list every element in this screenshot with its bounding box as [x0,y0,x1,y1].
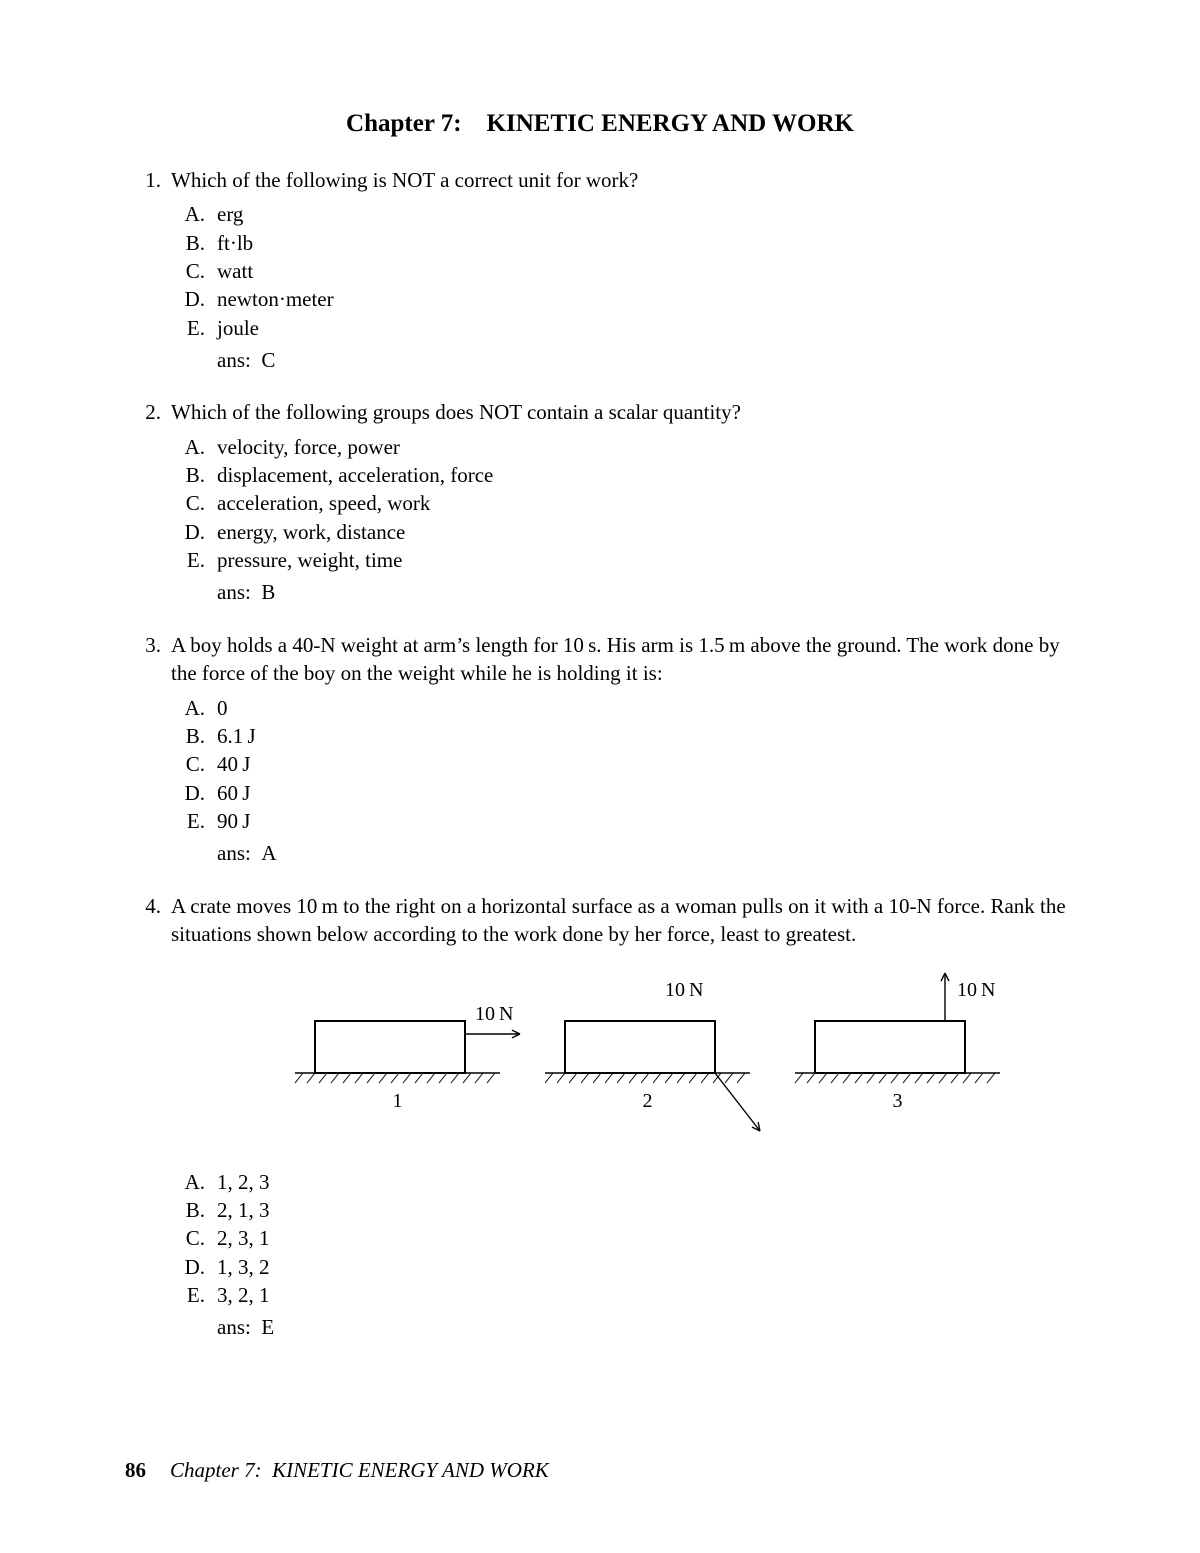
chapter-title: Chapter 7: KINETIC ENERGY AND WORK [125,110,1075,138]
svg-text:1: 1 [393,1090,403,1112]
option-A: A.1, 2, 3 [171,1168,1075,1196]
question-3: 3. A boy holds a 40-N weight at arm’s le… [125,631,1075,868]
option-D: D.1, 3, 2 [171,1253,1075,1281]
page-footer: 86 Chapter 7: KINETIC ENERGY AND WORK [125,1458,549,1483]
question-2: 2. Which of the following groups does NO… [125,398,1075,606]
footer-text: Chapter 7: KINETIC ENERGY AND WORK [170,1458,549,1482]
svg-text:10 N: 10 N [665,979,703,1001]
option-C: C.40 J [171,750,1075,778]
option-B: B.displacement, acceleration, force [171,461,1075,489]
options: A.1, 2, 3 B.2, 1, 3 C.2, 3, 1 D.1, 3, 2 … [171,1168,1075,1342]
option-A: A.erg [171,200,1075,228]
question-text: Which of the following is NOT a correct … [171,166,1075,194]
option-B: B.2, 1, 3 [171,1196,1075,1224]
question-text: Which of the following groups does NOT c… [171,398,1075,426]
question-number: 4. [125,892,171,920]
option-E: E.3, 2, 1 [171,1281,1075,1309]
question-4: 4. A crate moves 10 m to the right on a … [125,892,1075,1342]
option-D: D.newton·meter [171,285,1075,313]
option-B: B.ft·lb [171,229,1075,257]
question-number: 1. [125,166,171,194]
crate-diagram: 1 10 N 2 10 N 3 10 N [285,966,1075,1153]
options: A.0 B.6.1 J C.40 J D.60 J E.90 J ans: A [171,694,1075,868]
option-C: C.2, 3, 1 [171,1224,1075,1252]
question-1: 1. Which of the following is NOT a corre… [125,166,1075,374]
answer: ans: C [217,346,1075,374]
option-E: E.joule [171,314,1075,342]
options: A.erg B.ft·lb C.watt D.newton·meter E.jo… [171,200,1075,374]
answer: ans: B [217,578,1075,606]
question-text: A boy holds a 40-N weight at arm’s lengt… [171,631,1075,688]
svg-text:10 N: 10 N [475,1003,513,1025]
answer: ans: E [217,1313,1075,1341]
options: A.velocity, force, power B.displacement,… [171,433,1075,607]
question-number: 3. [125,631,171,659]
option-D: D.60 J [171,779,1075,807]
page: Chapter 7: KINETIC ENERGY AND WORK 1. Wh… [0,0,1200,1553]
option-A: A.0 [171,694,1075,722]
answer: ans: A [217,839,1075,867]
svg-text:2: 2 [643,1090,653,1112]
page-number: 86 [125,1458,146,1482]
question-number: 2. [125,398,171,426]
option-B: B.6.1 J [171,722,1075,750]
svg-text:10 N: 10 N [957,979,995,1001]
svg-text:3: 3 [893,1090,903,1112]
question-text: A crate moves 10 m to the right on a hor… [171,892,1075,949]
option-E: E.pressure, weight, time [171,546,1075,574]
option-A: A.velocity, force, power [171,433,1075,461]
option-C: C.acceleration, speed, work [171,489,1075,517]
option-E: E.90 J [171,807,1075,835]
option-D: D.energy, work, distance [171,518,1075,546]
option-C: C.watt [171,257,1075,285]
